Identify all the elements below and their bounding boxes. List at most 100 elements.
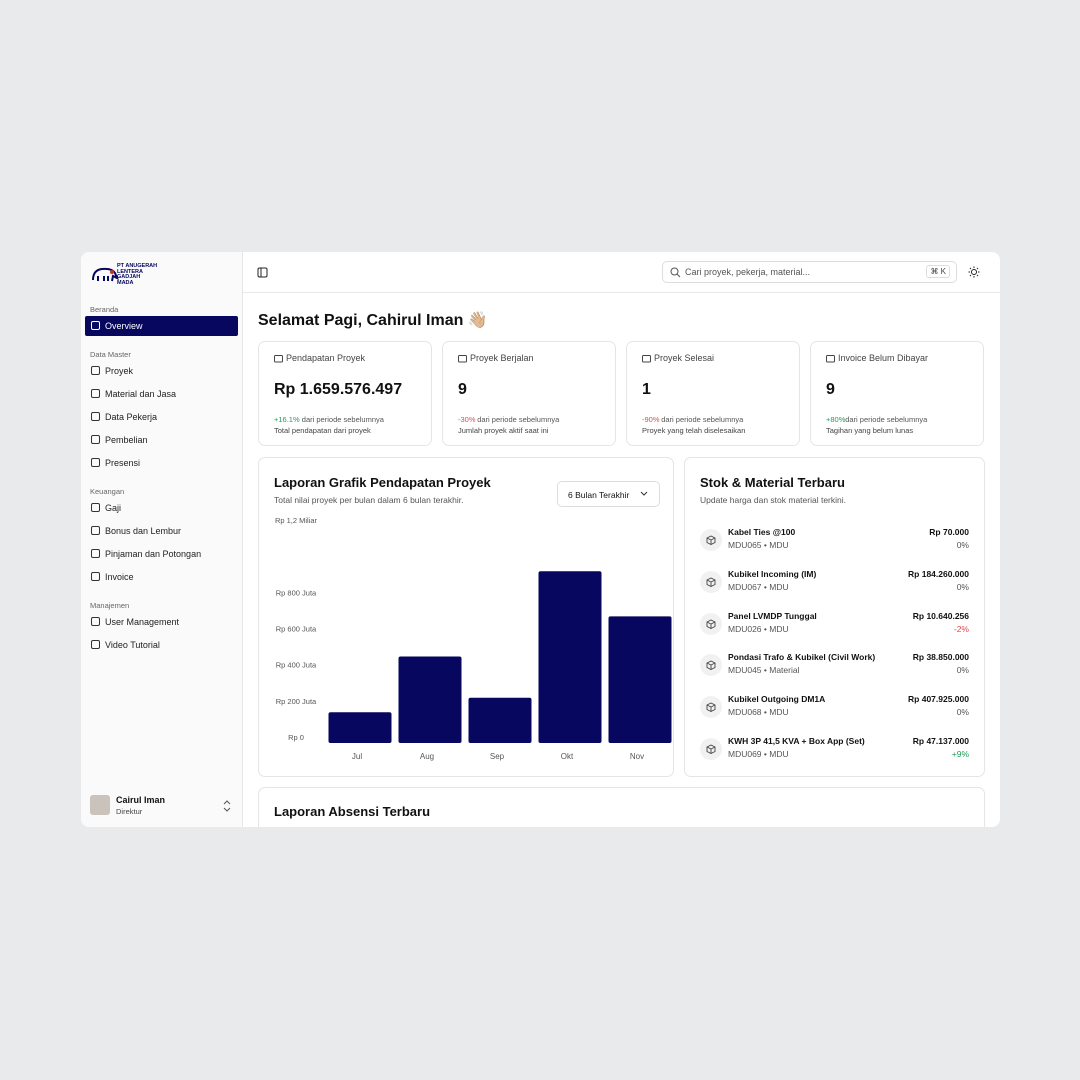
stock-price: Rp 184.260.000 bbox=[908, 568, 969, 579]
stat-value: 9 bbox=[826, 381, 835, 398]
stat-change-text: dari periode sebelumnya bbox=[301, 415, 384, 424]
bar-chart: Rp 0 Rp 200 Juta Rp 400 Juta Rp 600 Juta Rp … bbox=[275, 516, 672, 761]
bar bbox=[608, 616, 672, 743]
stat-icon bbox=[458, 355, 467, 363]
stat-label: Pendapatan Proyek bbox=[286, 353, 366, 363]
nav-item[interactable]: Pembelian bbox=[85, 430, 238, 450]
nav-section-title: Keuangan bbox=[90, 487, 125, 496]
stat-note: Proyek yang telah diselesaikan bbox=[642, 426, 746, 435]
stock-icon bbox=[700, 738, 722, 760]
stock-change: 0% bbox=[956, 707, 969, 718]
stock-price: Rp 10.640.256 bbox=[912, 610, 969, 621]
nav-icon bbox=[91, 321, 100, 330]
stock-change: -2% bbox=[953, 623, 969, 634]
theme-toggle[interactable] bbox=[968, 266, 980, 278]
stat-icon bbox=[274, 355, 283, 363]
stock-name: KWH 3P 41,5 KVA + Box App (Set) bbox=[728, 736, 865, 746]
stock-item: Pondasi Trafo & Kubikel (Civil Work) MDU0… bbox=[685, 650, 984, 680]
nav-icon bbox=[91, 366, 100, 375]
greeting: Selamat Pagi, Cahirul Iman 👋🏼 bbox=[258, 312, 488, 329]
nav-item[interactable]: Bonus dan Lembur bbox=[85, 521, 238, 541]
bar bbox=[328, 712, 392, 743]
stock-icon bbox=[700, 529, 722, 551]
nav-section-title: Data Master bbox=[90, 350, 131, 359]
nav-icon bbox=[91, 503, 100, 512]
stock-change: 0% bbox=[956, 665, 969, 676]
bar bbox=[398, 656, 462, 743]
user-avatar bbox=[90, 795, 110, 815]
stock-item: Kubikel Outgoing DM1A MDU068 • MDU Rp 407.… bbox=[685, 692, 984, 722]
nav-item[interactable]: Video Tutorial bbox=[85, 635, 238, 655]
nav-icon bbox=[91, 389, 100, 398]
nav-icon bbox=[91, 412, 100, 421]
sidebar: PT ANUGERAH LENTERA GADJAH MADA Beranda Over… bbox=[81, 252, 243, 827]
stock-icon bbox=[700, 612, 722, 635]
stat-label: Proyek Selesai bbox=[654, 353, 715, 363]
user-menu-toggle[interactable] bbox=[222, 800, 232, 812]
nav-icon bbox=[91, 640, 100, 649]
chart-title: Laporan Grafik Pendapatan Proyek bbox=[274, 475, 491, 490]
stat-card: Proyek Berjalan 9 -30% dari periode sebelum… bbox=[442, 341, 616, 446]
stock-icon bbox=[700, 654, 722, 677]
stock-code: MDU069 • MDU bbox=[728, 749, 789, 759]
stock-subtitle: Update harga dan stok material terkini. bbox=[700, 495, 846, 505]
topbar-border bbox=[243, 292, 1000, 293]
stat-change: +16.1% bbox=[274, 415, 300, 424]
stock-price: Rp 70.000 bbox=[929, 527, 969, 537]
stock-item: Kabel Ties @100 MDU065 • MDU Rp 70.000 0% bbox=[685, 525, 984, 555]
nav-item[interactable]: Overview bbox=[85, 316, 238, 336]
stock-item: Panel LVMDP Tunggal MDU026 • MDU Rp 10.640… bbox=[685, 609, 984, 639]
y-tick-label: Rp 600 Juta bbox=[276, 624, 317, 633]
nav-icon bbox=[91, 435, 100, 444]
bar bbox=[468, 697, 532, 743]
stat-change: -30% bbox=[458, 415, 476, 424]
nav-item[interactable]: Invoice bbox=[85, 567, 238, 587]
nav-item[interactable]: User Management bbox=[85, 612, 238, 632]
user-name: Cairul Iman bbox=[116, 795, 166, 805]
stat-card: Proyek Selesai 1 -90% dari periode sebelumn… bbox=[626, 341, 800, 446]
nav-item[interactable]: Proyek bbox=[85, 361, 238, 381]
nav-icon bbox=[91, 572, 100, 581]
stat-value: Rp 1.659.576.497 bbox=[274, 381, 403, 398]
search-shortcut: ⌘ K bbox=[926, 265, 950, 278]
search-icon bbox=[670, 267, 681, 278]
stat-value: 9 bbox=[458, 381, 467, 398]
logo-line: MADA bbox=[117, 279, 134, 286]
stock-item: Kubikel Incoming (IM) MDU067 • MDU Rp 184.… bbox=[685, 567, 984, 597]
stock-price: Rp 38.850.000 bbox=[912, 652, 969, 663]
stat-note: Total pendapatan dari proyek bbox=[274, 426, 371, 435]
nav-icon bbox=[91, 617, 100, 626]
search-placeholder: Cari proyek, pekerja, material... bbox=[685, 267, 811, 277]
period-filter-label: 6 Bulan Terakhir bbox=[568, 490, 630, 500]
period-filter[interactable]: 6 Bulan Terakhir bbox=[557, 481, 660, 507]
nav-item[interactable]: Pinjaman dan Potongan bbox=[85, 544, 238, 564]
nav-item[interactable]: Gaji bbox=[85, 498, 238, 518]
dropdown-icon bbox=[640, 491, 648, 496]
sidebar-toggle[interactable] bbox=[257, 267, 269, 279]
y-tick-label: Rp 200 Juta bbox=[276, 697, 317, 706]
stock-code: MDU026 • MDU bbox=[728, 623, 789, 634]
nav-item[interactable]: Presensi bbox=[85, 453, 238, 473]
chart-card: Laporan Grafik Pendapatan Proyek Total n… bbox=[258, 457, 674, 777]
stat-icon bbox=[642, 355, 651, 363]
nav-item[interactable]: Data Pekerja bbox=[85, 407, 238, 427]
x-tick-label: Okt bbox=[561, 752, 574, 761]
y-tick-label: Rp 0 bbox=[288, 733, 304, 742]
stock-card: Stok & Material Terbaru Update harga dan… bbox=[684, 457, 985, 777]
stat-note: Tagihan yang belum lunas bbox=[826, 426, 914, 435]
nav-icon bbox=[91, 526, 100, 535]
stat-card: Pendapatan Proyek Rp 1.659.576.497 +16.1% d… bbox=[258, 341, 432, 446]
stock-code: MDU067 • MDU bbox=[728, 581, 789, 592]
nav-section-title: Manajemen bbox=[90, 601, 130, 610]
stock-code: MDU045 • Material bbox=[728, 665, 800, 676]
stock-change: 0% bbox=[956, 581, 969, 592]
search-box[interactable]: Cari proyek, pekerja, material... ⌘ K bbox=[662, 261, 957, 283]
app-window: PT ANUGERAH LENTERA GADJAH MADA Beranda Over… bbox=[81, 252, 1000, 827]
stat-card: Invoice Belum Dibayar 9 +80% dari periode s… bbox=[810, 341, 984, 446]
stock-name: Pondasi Trafo & Kubikel (Civil Work) bbox=[728, 652, 876, 663]
stock-name: Panel LVMDP Tunggal bbox=[728, 610, 817, 621]
nav-item[interactable]: Material dan Jasa bbox=[85, 384, 238, 404]
chart-subtitle: Total nilai proyek per bulan dalam 6 bul… bbox=[274, 495, 464, 505]
y-tick-label: Rp 800 Juta bbox=[276, 588, 317, 597]
